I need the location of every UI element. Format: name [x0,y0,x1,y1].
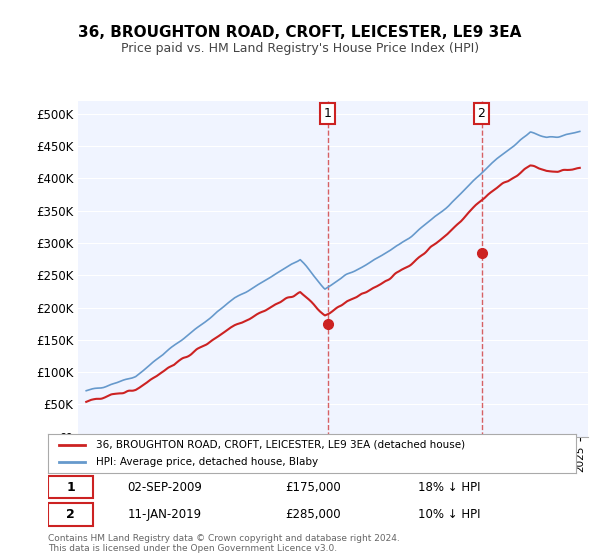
Text: Price paid vs. HM Land Registry's House Price Index (HPI): Price paid vs. HM Land Registry's House … [121,42,479,55]
Text: HPI: Average price, detached house, Blaby: HPI: Average price, detached house, Blab… [95,457,317,467]
Text: £285,000: £285,000 [286,508,341,521]
Text: 02-SEP-2009: 02-SEP-2009 [127,480,202,494]
FancyBboxPatch shape [48,503,93,526]
Text: £175,000: £175,000 [286,480,341,494]
Text: 2: 2 [67,508,75,521]
Text: 10% ↓ HPI: 10% ↓ HPI [418,508,480,521]
Text: 1: 1 [323,107,332,120]
Text: 2: 2 [478,107,485,120]
Text: 36, BROUGHTON ROAD, CROFT, LEICESTER, LE9 3EA: 36, BROUGHTON ROAD, CROFT, LEICESTER, LE… [79,25,521,40]
Text: 18% ↓ HPI: 18% ↓ HPI [418,480,480,494]
Text: Contains HM Land Registry data © Crown copyright and database right 2024.
This d: Contains HM Land Registry data © Crown c… [48,534,400,553]
Text: 11-JAN-2019: 11-JAN-2019 [127,508,202,521]
FancyBboxPatch shape [48,476,93,498]
Text: 1: 1 [67,480,75,494]
Text: 36, BROUGHTON ROAD, CROFT, LEICESTER, LE9 3EA (detached house): 36, BROUGHTON ROAD, CROFT, LEICESTER, LE… [95,440,464,450]
